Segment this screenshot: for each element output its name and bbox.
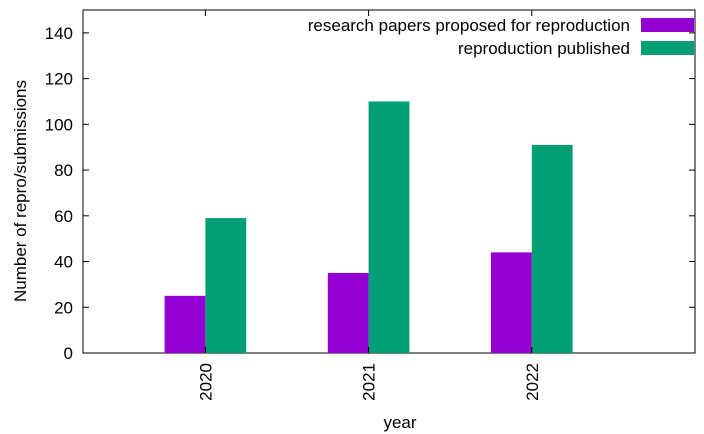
bar-proposed-2020 [164,295,206,353]
bar-published-2022 [531,144,573,353]
bar-published-2021 [368,101,410,353]
legend-label-published: reproduction published [458,39,630,58]
x-axis-ticks: 2020 2021 2022 [196,10,542,401]
bar-proposed-2022 [491,252,532,353]
bar-proposed-2021 [327,272,369,353]
y-tick-label: 60 [54,207,73,226]
x-axis-label: year [383,413,416,432]
y-tick-label: 0 [64,344,73,363]
y-tick-label: 120 [45,70,73,89]
y-tick-label: 40 [54,253,73,272]
legend-swatch-proposed [641,18,694,32]
x-tick-label-2020: 2020 [196,363,215,401]
bar-published-2020 [205,218,247,353]
legend: research papers proposed for reproductio… [308,16,694,58]
x-tick-label-2021: 2021 [360,363,379,401]
y-axis-label: Number of repro/submissions [11,80,30,302]
y-tick-label: 100 [45,115,73,134]
y-axis-ticks: 0 20 40 60 80 100 120 140 [45,24,695,363]
y-tick-label: 140 [45,24,73,43]
y-tick-label: 80 [54,161,73,180]
legend-swatch-published [641,41,694,55]
bars [164,101,573,353]
x-tick-label-2022: 2022 [523,363,542,401]
legend-label-proposed: research papers proposed for reproductio… [308,16,630,35]
y-tick-label: 20 [54,298,73,317]
